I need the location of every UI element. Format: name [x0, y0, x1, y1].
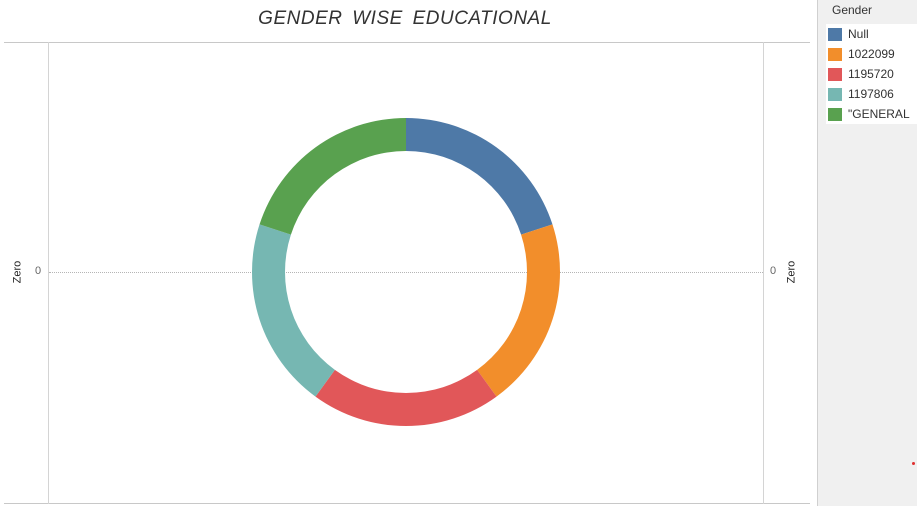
chart-title: GENDER WISE EDUCATIONAL — [258, 8, 552, 29]
donut-slice-4[interactable] — [259, 117, 406, 235]
legend-list: Null 1022099 1195720 1197806 "GENERAL — [826, 24, 917, 124]
legend-item[interactable]: 1022099 — [826, 44, 917, 64]
left-axis-line — [48, 42, 49, 504]
donut-slice-3[interactable] — [252, 224, 335, 397]
donut-slice-1[interactable] — [477, 224, 560, 397]
legend-label: "GENERAL — [848, 107, 910, 121]
legend-label: 1022099 — [848, 47, 895, 61]
legend-label: 1197806 — [848, 87, 894, 101]
donut-slice-0[interactable] — [406, 118, 553, 235]
legend-item[interactable]: 1195720 — [826, 64, 917, 84]
donut-slice-2[interactable] — [315, 369, 497, 426]
legend-swatch — [828, 47, 842, 61]
indicator-dot — [912, 462, 915, 465]
legend-item[interactable]: 1197806 — [826, 84, 917, 104]
right-axis-line — [763, 42, 764, 504]
legend-item[interactable]: "GENERAL — [826, 104, 917, 124]
legend-panel: Gender Null 1022099 1195720 1197806 "GENERAL — [817, 0, 917, 506]
legend-item[interactable]: Null — [826, 24, 917, 44]
left-axis-tick-zero: 0 — [35, 265, 42, 277]
legend-swatch — [828, 107, 842, 121]
plot-area — [4, 42, 810, 504]
legend-swatch — [828, 87, 842, 101]
zero-reference-line — [49, 272, 763, 273]
legend-label: 1195720 — [848, 67, 894, 81]
legend-label: Null — [848, 27, 869, 41]
right-axis-tick-zero: 0 — [770, 265, 777, 277]
legend-swatch — [828, 27, 842, 41]
legend-swatch — [828, 67, 842, 81]
legend-title: Gender — [832, 3, 873, 17]
